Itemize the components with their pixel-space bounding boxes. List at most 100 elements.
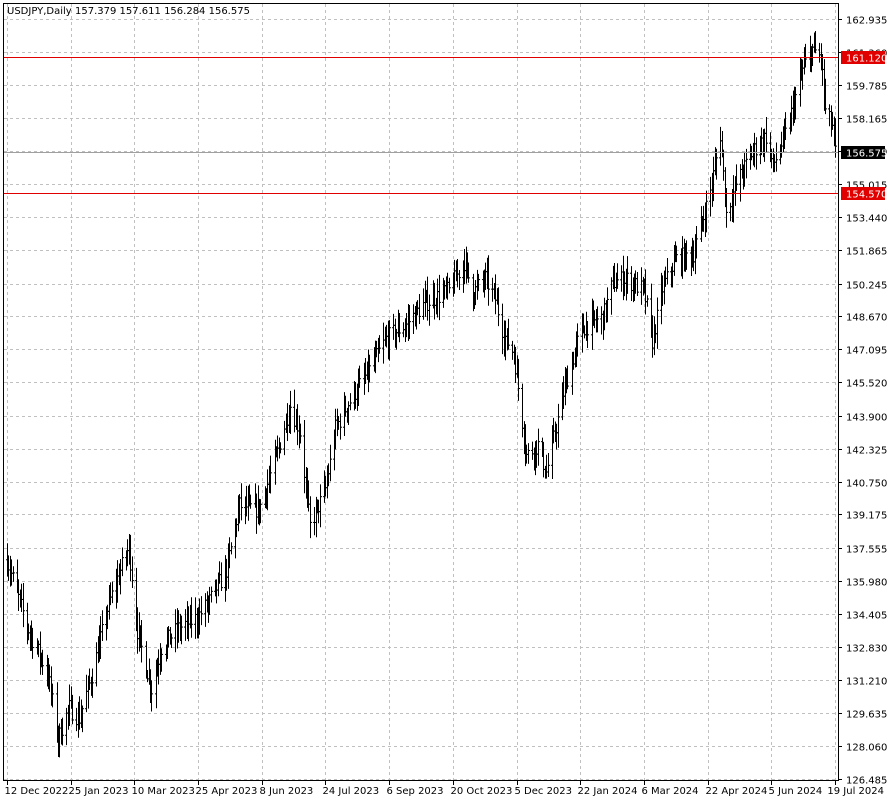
x-tick-label: 25 Jan 2023: [69, 786, 129, 797]
ohlc-bar: [616, 263, 619, 289]
ohlc-bar: [507, 318, 510, 350]
ohlc-bar: [646, 295, 649, 307]
y-tick-label: 131.210: [846, 677, 887, 688]
ohlc-bar: [101, 610, 104, 642]
ohlc-bar: [388, 320, 391, 361]
ohlc-bar: [378, 335, 381, 354]
ohlc-bar: [319, 484, 322, 528]
y-tick-label: 158.165: [846, 115, 887, 126]
ohlc-bar: [398, 313, 401, 343]
ohlc-bar: [190, 597, 193, 638]
y-tick-label: 129.635: [846, 710, 887, 721]
ohlc-bar: [804, 43, 807, 68]
ohlc-bar: [715, 148, 718, 180]
y-tick-label: 147.095: [846, 346, 887, 357]
ohlc-bar: [269, 455, 272, 494]
ohlc-bar: [408, 304, 411, 340]
ohlc-bar: [666, 258, 669, 285]
y-tick-label: 155.015: [846, 181, 887, 192]
y-tick-label: 128.060: [846, 743, 887, 754]
ohlc-bar: [339, 413, 342, 440]
ohlc-bar: [537, 428, 540, 466]
plot-frame: [3, 3, 839, 781]
price-axis[interactable]: 162.935161.360159.785158.165156.590155.0…: [838, 16, 887, 787]
ohlc-bar: [527, 443, 530, 464]
ohlc-bar: [586, 321, 589, 349]
ohlc-bar: [418, 293, 421, 325]
ohlc-bar: [140, 620, 143, 663]
ohlc-bar: [279, 442, 282, 454]
ohlc-bar: [626, 256, 629, 294]
ohlc-bar: [299, 423, 302, 444]
y-tick-label: 137.555: [846, 545, 887, 556]
ohlc-bar: [765, 116, 768, 153]
ohlc-bar: [150, 680, 153, 712]
x-tick-label: 24 Jul 2023: [323, 786, 380, 797]
ohlc-bar: [160, 648, 163, 672]
ohlc-readout: 157.379 157.611 156.284 156.575: [75, 6, 250, 17]
ohlc-bar: [91, 668, 94, 698]
y-tick-label: 145.520: [846, 379, 887, 390]
level-label: 161.120: [846, 54, 887, 65]
ohlc-bar: [477, 273, 480, 292]
ohlc-bar: [51, 683, 54, 708]
ohlc-bar: [358, 365, 361, 388]
ohlc-bar: [487, 255, 490, 306]
ohlc-bar: [576, 323, 579, 357]
ohlc-bar: [566, 365, 569, 390]
ohlc-bar: [735, 164, 738, 192]
y-tick-label: 151.865: [846, 247, 887, 258]
ohlc-bar: [636, 272, 639, 296]
ohlc-bar: [22, 583, 25, 628]
ohlc-bar: [12, 566, 15, 582]
symbol-label: USDJPY,Daily: [7, 6, 72, 17]
ohlc-bar: [368, 354, 371, 383]
x-tick-label: 12 Dec 2022: [5, 786, 69, 797]
y-tick-label: 142.325: [846, 446, 887, 457]
x-tick-label: 22 Jan 2024: [578, 786, 638, 797]
ohlc-bar: [814, 30, 817, 54]
ohlc-bar: [71, 694, 74, 725]
y-tick-label: 159.785: [846, 82, 887, 93]
ohlc-bar: [111, 581, 114, 604]
ohlc-bar: [249, 494, 252, 509]
ohlc-bar: [596, 306, 599, 333]
ohlc-bar: [259, 499, 262, 524]
y-tick-label: 143.900: [846, 413, 887, 424]
x-tick-label: 6 Mar 2024: [642, 786, 699, 797]
ohlc-bar: [180, 615, 183, 645]
ohlc-bar: [61, 717, 64, 746]
ohlc-bar: [31, 627, 34, 659]
ohlc-bar: [725, 187, 728, 228]
ohlc-bar: [448, 277, 451, 294]
y-tick-label: 135.980: [846, 578, 887, 589]
x-tick-label: 19 Jul 2024: [827, 786, 884, 797]
ohlc-bar: [81, 705, 84, 733]
horizontal-levels[interactable]: [4, 57, 838, 194]
ohlc-bar: [210, 586, 213, 603]
ohlc-bar: [497, 287, 500, 327]
y-tick-label: 140.750: [846, 479, 887, 490]
ohlc-bar: [675, 245, 678, 263]
x-tick-label: 5 Dec 2023: [515, 786, 573, 797]
ohlc-bar: [705, 190, 708, 233]
x-tick-label: 8 Jun 2023: [260, 786, 314, 797]
ohlc-bar: [656, 297, 659, 349]
ohlc-bar: [329, 444, 332, 482]
ohlc-bar: [309, 496, 312, 539]
ohlc-bar: [240, 483, 243, 521]
x-tick-label: 5 Jun 2024: [769, 786, 823, 797]
level-label: 154.570: [846, 190, 887, 201]
ohlc-bar: [467, 262, 470, 283]
ohlc-bar: [557, 403, 560, 448]
ohlc-bar: [685, 240, 688, 270]
ohlc-bar: [834, 118, 837, 158]
current-price-label: 156.575: [846, 149, 887, 160]
ohlc-bar: [695, 225, 698, 259]
grid: [4, 4, 838, 780]
ohlc-bar: [547, 453, 550, 477]
time-axis[interactable]: 12 Dec 2022 25 Jan 2023 10 Mar 2023 25 Apr …: [5, 780, 885, 797]
